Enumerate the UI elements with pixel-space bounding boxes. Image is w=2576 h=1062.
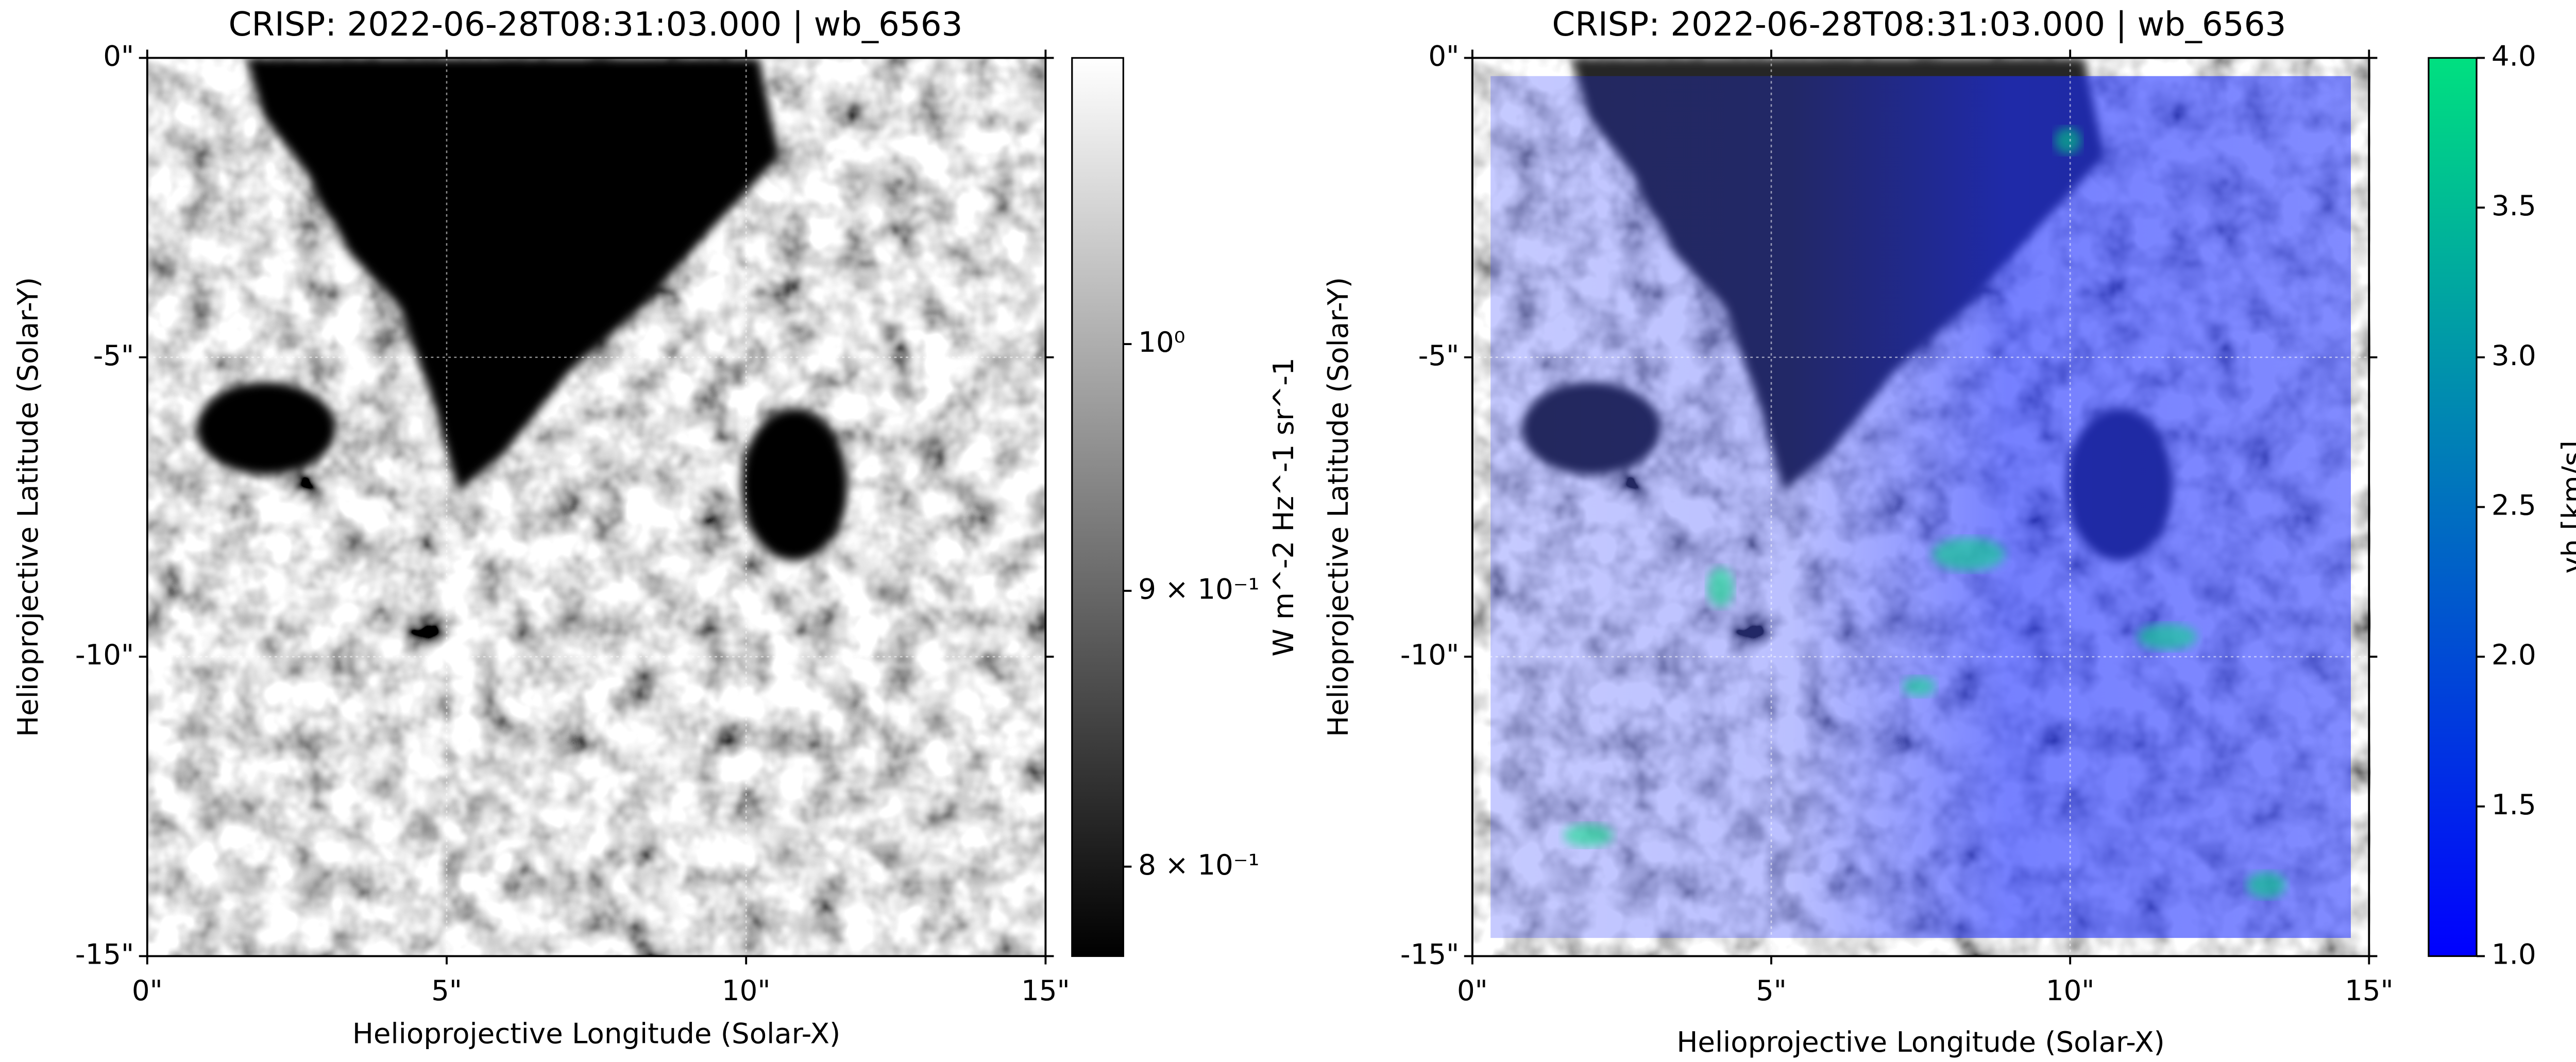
x-tick-label: 15" bbox=[1021, 974, 1070, 1007]
velocity-peak bbox=[1707, 567, 1734, 607]
colorbar-label: W m^-2 Hz^-1 sr^-1 bbox=[1267, 357, 1300, 656]
y-tick-label: -10" bbox=[1400, 638, 1459, 671]
colorbar-tick-label: 9 × 10⁻¹ bbox=[1138, 572, 1259, 605]
y-tick-label: 0" bbox=[1428, 40, 1459, 73]
y-tick-label: -10" bbox=[75, 638, 134, 671]
y-tick-label: 0" bbox=[103, 40, 134, 73]
colorbar bbox=[2428, 57, 2478, 957]
image bbox=[147, 58, 1046, 956]
velocity-peak bbox=[1932, 537, 2005, 571]
colorbar-tick-label: 8 × 10⁻¹ bbox=[1138, 848, 1259, 881]
velocity-peak bbox=[2055, 127, 2081, 154]
colorbar-tick-label: 3.5 bbox=[2492, 189, 2536, 222]
chart-title: CRISP: 2022-06-28T08:31:03.000 | wb_6563 bbox=[1552, 5, 2286, 44]
axes-frame bbox=[146, 57, 1047, 957]
y-axis-label: Helioprojective Latitude (Solar-Y) bbox=[11, 277, 44, 737]
velocity-peak bbox=[1902, 676, 1936, 697]
x-axis-label: Helioprojective Longitude (Solar-X) bbox=[352, 1017, 840, 1050]
velocity-overlay bbox=[1490, 76, 2351, 938]
chart-title: CRISP: 2022-06-28T08:31:03.000 | wb_6563 bbox=[229, 5, 963, 44]
y-axis-label: Helioprojective Latitude (Solar-Y) bbox=[1321, 277, 1354, 737]
velocity-peak bbox=[1563, 824, 1613, 847]
velocity-peak bbox=[2246, 871, 2286, 899]
x-tick-label: 5" bbox=[431, 974, 462, 1007]
solar-image bbox=[147, 58, 1046, 956]
colorbar-tick-label: 1.0 bbox=[2492, 938, 2536, 971]
x-tick-label: 10" bbox=[722, 974, 771, 1007]
colorbar-tick-label: 2.5 bbox=[2492, 489, 2536, 522]
colorbar-tick-label: 4.0 bbox=[2492, 40, 2536, 73]
y-tick-label: -15" bbox=[75, 938, 134, 971]
colorbar-tick-label: 10⁰ bbox=[1138, 326, 1185, 358]
x-axis-label: Helioprojective Longitude (Solar-X) bbox=[1676, 1025, 2164, 1058]
x-tick-label: 0" bbox=[1457, 974, 1488, 1007]
x-tick-label: 10" bbox=[2046, 974, 2095, 1007]
y-tick-label: -5" bbox=[1418, 339, 1460, 372]
colorbar-tick-label: 1.5 bbox=[2492, 788, 2536, 821]
colorbar bbox=[1071, 57, 1124, 957]
velocity-peak bbox=[2137, 623, 2197, 650]
colorbar-tick-label: 2.0 bbox=[2492, 638, 2536, 671]
colorbar-label: vh [km/s] bbox=[2556, 440, 2576, 573]
y-tick-label: -5" bbox=[93, 339, 134, 372]
x-tick-label: 5" bbox=[1756, 974, 1787, 1007]
x-tick-label: 0" bbox=[132, 974, 163, 1007]
y-tick-label: -15" bbox=[1400, 938, 1459, 971]
colorbar-tick-label: 3.0 bbox=[2492, 339, 2536, 372]
x-tick-label: 15" bbox=[2345, 974, 2394, 1007]
image bbox=[1472, 58, 2371, 956]
axes-frame bbox=[1471, 57, 2370, 957]
